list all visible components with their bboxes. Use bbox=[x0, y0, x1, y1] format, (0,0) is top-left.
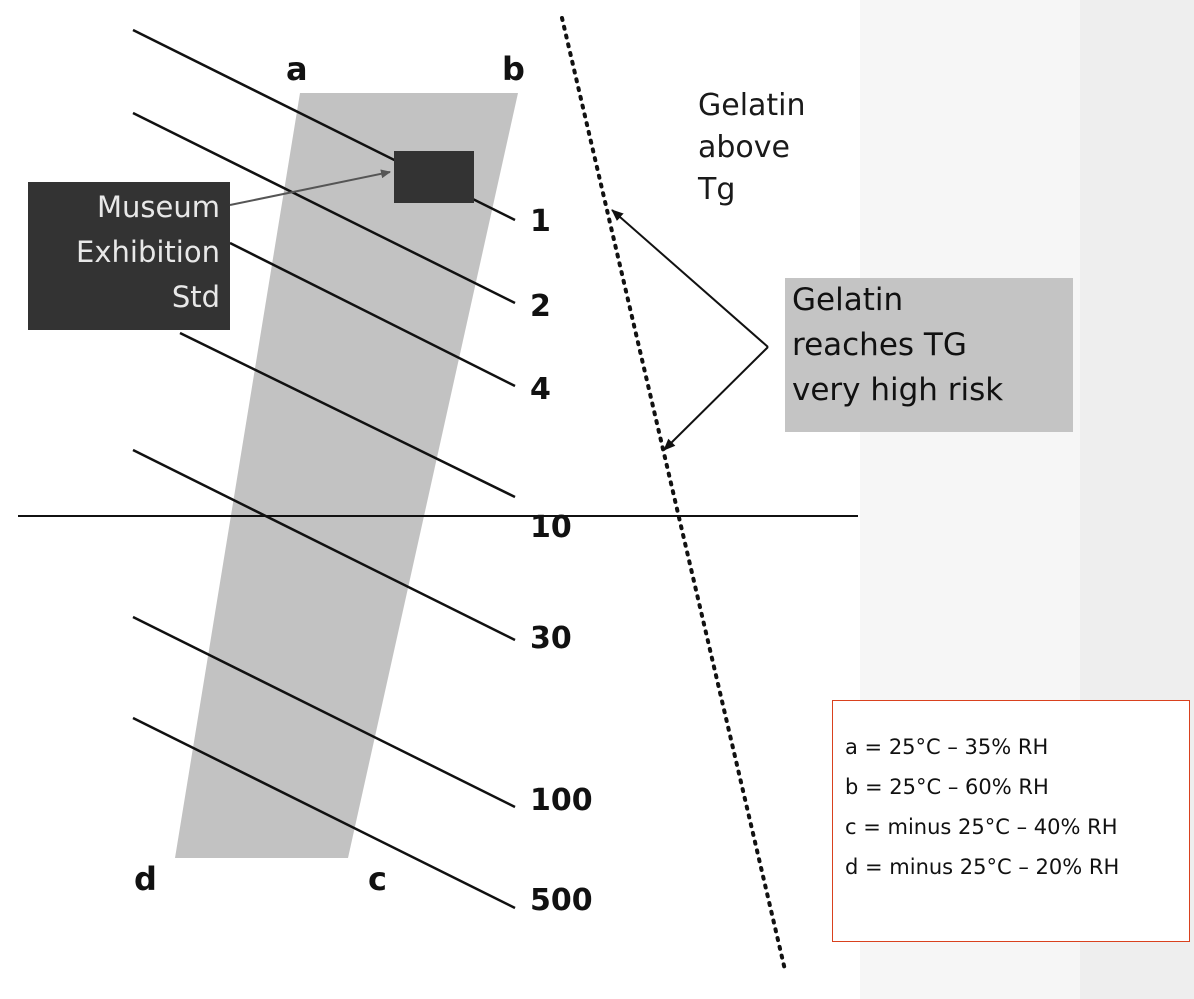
museum-label-line-3: Std bbox=[172, 280, 220, 314]
line-label-2: 2 bbox=[530, 289, 551, 324]
line-label-100: 100 bbox=[530, 783, 593, 818]
legend-item-c: c = minus 25°C – 40% RH bbox=[845, 815, 1118, 839]
risk-callout-line-2: reaches TG bbox=[792, 327, 967, 363]
legend-item-d: d = minus 25°C – 20% RH bbox=[845, 855, 1120, 879]
isoperm-line-2 bbox=[132, 111, 516, 305]
museum-standard-marker bbox=[394, 151, 474, 203]
risk-callout-box bbox=[785, 278, 1073, 432]
corner-legend-box: a = 25°C – 35% RH b = 25°C – 60% RH c = … bbox=[832, 700, 1190, 942]
region-label-line-3: Tg bbox=[697, 172, 735, 207]
museum-pointer-arrow bbox=[229, 169, 391, 206]
region-label-line-2: above bbox=[698, 130, 790, 165]
museum-label-line-2: Exhibition bbox=[76, 235, 220, 269]
risk-arrow-lower bbox=[663, 346, 769, 451]
line-label-10: 10 bbox=[530, 510, 572, 545]
risk-callout-line-3: very high risk bbox=[792, 372, 1003, 408]
storage-band bbox=[175, 93, 518, 858]
risk-arrow-upper bbox=[611, 209, 769, 348]
line-label-500: 500 bbox=[530, 883, 593, 918]
line-label-1: 1 bbox=[530, 204, 551, 239]
corner-label-a: a bbox=[286, 50, 308, 88]
corner-label-c: c bbox=[368, 860, 387, 898]
risk-callout-line-1: Gelatin bbox=[792, 282, 903, 318]
line-label-30: 30 bbox=[530, 621, 572, 656]
line-label-4: 4 bbox=[530, 372, 551, 407]
museum-exhibition-box bbox=[28, 182, 230, 330]
isoperm-line-500 bbox=[132, 716, 516, 910]
isoperm-line-100 bbox=[132, 615, 516, 809]
isoperm-line-10 bbox=[179, 331, 516, 499]
isoperm-line-30 bbox=[132, 448, 516, 642]
glass-transition-dotted-line bbox=[560, 16, 787, 972]
corner-label-b: b bbox=[502, 50, 525, 88]
legend-item-b: b = 25°C – 60% RH bbox=[845, 775, 1049, 799]
isoperm-line-4 bbox=[229, 241, 516, 388]
corner-label-d: d bbox=[134, 860, 157, 898]
region-label-line-1: Gelatin bbox=[698, 88, 806, 123]
museum-label-line-1: Museum bbox=[97, 190, 220, 224]
legend-item-a: a = 25°C – 35% RH bbox=[845, 735, 1049, 759]
